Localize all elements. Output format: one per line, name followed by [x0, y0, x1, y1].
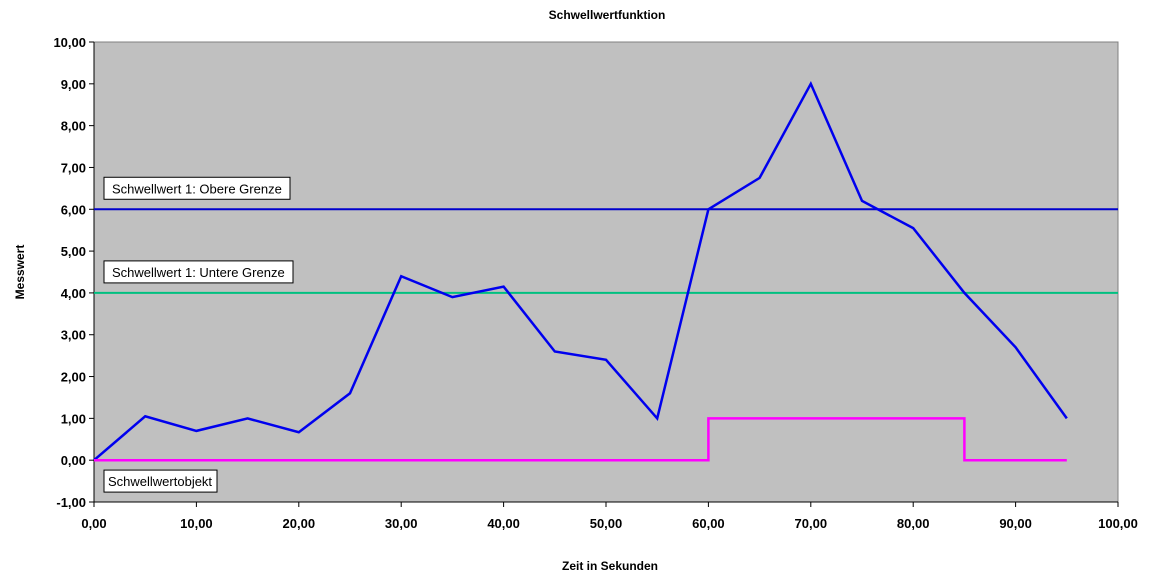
- y-tick-label: 2,00: [61, 370, 86, 385]
- x-tick-label: 100,00: [1098, 516, 1138, 531]
- x-tick-label: 90,00: [999, 516, 1032, 531]
- x-tick-label: 80,00: [897, 516, 930, 531]
- y-tick-label: 6,00: [61, 202, 86, 217]
- y-tick-label: -1,00: [56, 495, 86, 510]
- x-tick-label: 20,00: [283, 516, 316, 531]
- chart-title: Schwellwertfunktion: [549, 8, 666, 22]
- y-tick-label: 5,00: [61, 244, 86, 259]
- x-tick-label: 10,00: [180, 516, 213, 531]
- x-tick-label: 50,00: [590, 516, 623, 531]
- y-tick-label: 4,00: [61, 286, 86, 301]
- x-axis-label: Zeit in Sekunden: [562, 559, 658, 573]
- x-tick-label: 70,00: [795, 516, 828, 531]
- y-tick-label: 3,00: [61, 328, 86, 343]
- threshold-label-box: [103, 176, 291, 200]
- threshold-label: Schwellwert 1: Obere Grenze: [112, 181, 282, 196]
- threshold-label-box: [103, 260, 294, 284]
- x-tick-label: 30,00: [385, 516, 418, 531]
- y-axis-label: Messwert: [13, 245, 27, 300]
- annotation-label: Schwellwertobjekt: [108, 474, 212, 489]
- annotations: Schwellwertobjekt: [103, 469, 218, 493]
- x-tick-label: 60,00: [692, 516, 725, 531]
- y-tick-label: 7,00: [61, 160, 86, 175]
- y-axis-ticks: -1,00 0,00 1,00 2,00 3,00 4,00 5,00 6,00 7,00 8,0…: [53, 35, 94, 510]
- y-tick-label: 10,00: [53, 35, 86, 50]
- y-tick-label: 1,00: [61, 411, 86, 426]
- threshold-lines: Schwellwert 1: Obere Grenze Schwellwert 1…: [94, 176, 1118, 294]
- y-tick-label: 8,00: [61, 119, 86, 134]
- x-tick-label: 0,00: [81, 516, 106, 531]
- annotation-box: [103, 469, 218, 493]
- x-axis-ticks: 0,00 10,00 20,00 30,00 40,00 50,00 60,00 70,00 8…: [81, 502, 1138, 531]
- measurement-series-line: [93, 80, 1068, 462]
- series-group: [93, 80, 1068, 462]
- y-tick-label: 9,00: [61, 77, 86, 92]
- y-tick-label: 0,00: [61, 453, 86, 468]
- x-tick-label: 40,00: [487, 516, 520, 531]
- threshold-label: Schwellwert 1: Untere Grenze: [112, 265, 285, 280]
- threshold-object-series-line: [94, 417, 1067, 462]
